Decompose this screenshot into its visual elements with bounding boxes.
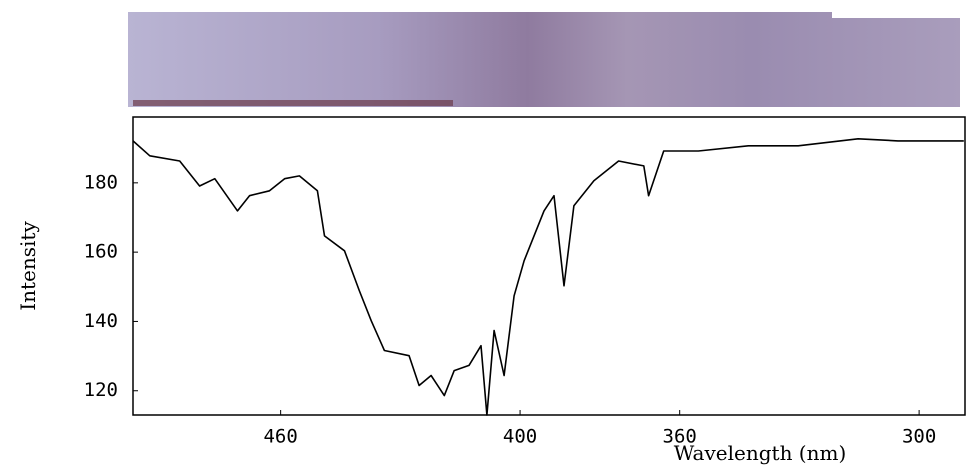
- image-notch: [832, 12, 960, 18]
- y-tick-label: 180: [84, 171, 118, 193]
- y-tick-label: 160: [84, 241, 118, 263]
- x-tick-label: 400: [503, 426, 537, 448]
- spectrum-image: [128, 12, 960, 107]
- y-tick-label: 120: [84, 379, 118, 401]
- x-tick-label: 360: [663, 426, 697, 448]
- x-tick-label: 460: [263, 426, 297, 448]
- x-axis-label: Wavelength (nm): [674, 441, 847, 465]
- y-axis-label: Intensity: [16, 221, 40, 311]
- y-tick-label: 140: [84, 310, 118, 332]
- x-tick-label: 300: [902, 426, 936, 448]
- spectrum-line: [132, 138, 964, 416]
- plot-frame: [132, 116, 966, 416]
- image-edge: [133, 100, 453, 106]
